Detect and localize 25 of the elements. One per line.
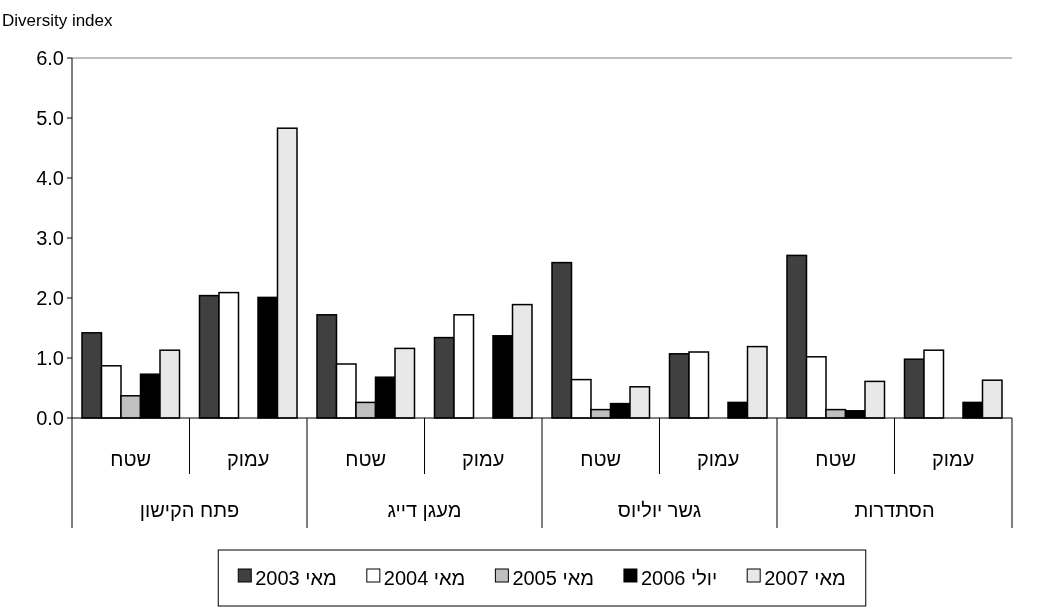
- y-tick-label: 6.0: [36, 47, 64, 69]
- text: גשר יוליוס: [617, 499, 702, 521]
- text: הסתדרות: [854, 499, 935, 521]
- y-tick-label: 1.0: [36, 347, 64, 369]
- y-tick-label: 4.0: [36, 167, 64, 189]
- x-tick-label: עמוק: [932, 448, 975, 470]
- y-tick-label: 3.0: [36, 227, 64, 249]
- x-tick-label: שטח: [580, 448, 622, 470]
- x-tick-label: שטח: [345, 448, 387, 470]
- x-tick-label: שטח: [110, 448, 152, 470]
- legend-label: מאי 2005: [512, 567, 594, 589]
- x-tick-label: עמוק: [697, 448, 740, 470]
- text: פתח הקישון: [139, 499, 240, 521]
- y-tick-label: 0.0: [36, 407, 64, 429]
- x-tick-label: שטח: [815, 448, 857, 470]
- x-tick-label: עמוק: [462, 448, 505, 470]
- legend-label: יולי 2006: [640, 567, 718, 589]
- y-tick-label: 2.0: [36, 287, 64, 309]
- y-axis-title: Diversity index: [2, 11, 114, 30]
- legend-label: מאי 2007: [764, 567, 846, 589]
- x-tick-label: עמוק: [227, 448, 270, 470]
- legend-label: מאי 2003: [255, 567, 337, 589]
- text: מעגן דייג: [387, 499, 462, 521]
- legend-label: מאי 2004: [383, 567, 466, 589]
- y-tick-label: 5.0: [36, 107, 64, 129]
